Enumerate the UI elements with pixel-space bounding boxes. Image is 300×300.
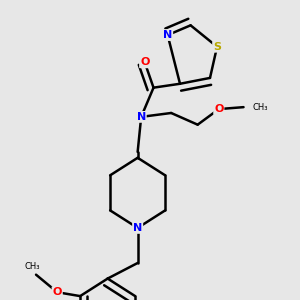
Text: O: O: [52, 287, 62, 297]
Text: S: S: [213, 42, 221, 52]
Text: N: N: [136, 112, 146, 122]
Text: N: N: [133, 223, 142, 233]
Text: N: N: [163, 30, 172, 40]
Text: O: O: [214, 104, 224, 114]
Text: CH₃: CH₃: [252, 103, 268, 112]
Text: O: O: [140, 57, 149, 67]
Text: CH₃: CH₃: [25, 262, 40, 271]
